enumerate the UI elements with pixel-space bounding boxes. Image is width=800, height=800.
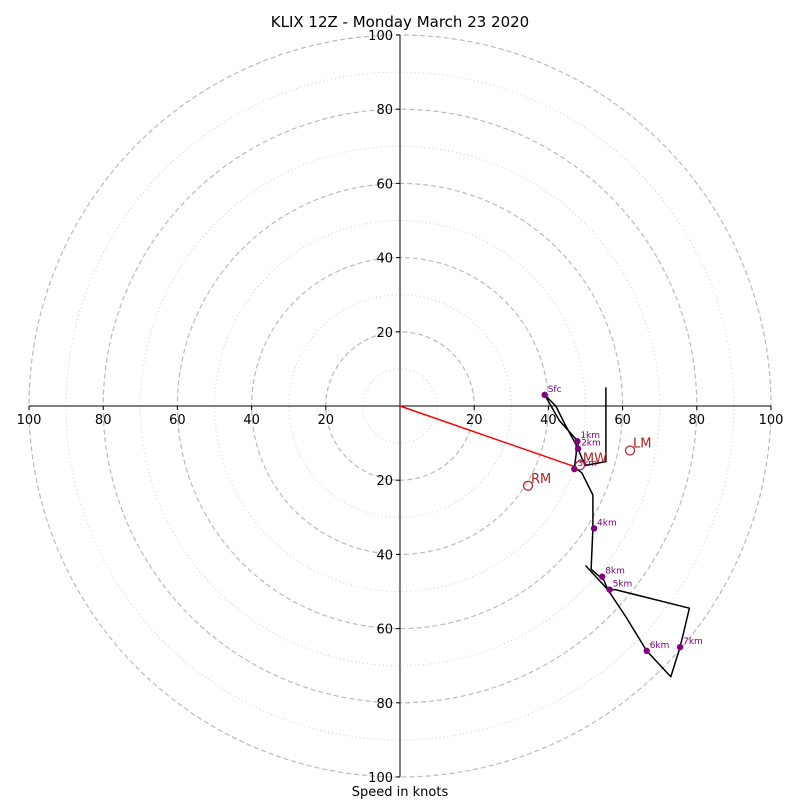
height-marker-label: 4km [597, 518, 617, 528]
x-tick-label: 60 [169, 413, 186, 428]
x-tick-label: 80 [95, 413, 112, 428]
height-marker-point [643, 647, 650, 655]
height-marker-point [606, 586, 613, 593]
height-marker-point [541, 391, 548, 399]
x-tick-label: 20 [318, 413, 335, 428]
y-tick-label: 20 [376, 474, 393, 489]
chart-title: KLIX 12Z - Monday March 23 2020 [271, 13, 529, 31]
height-marker-point [676, 643, 684, 651]
height-marker-label: 8km [605, 567, 625, 577]
x-axis-label: Speed in knots [352, 785, 449, 800]
y-tick-label: 40 [376, 548, 393, 563]
y-tick-label: 20 [376, 326, 393, 341]
height-marker-label: Sfc [548, 385, 562, 395]
y-tick-label: 100 [368, 771, 393, 786]
motion-marker-point [522, 480, 534, 491]
height-marker-label: 6km [650, 641, 670, 651]
x-tick-label: 100 [17, 413, 42, 428]
height-marker-point [574, 438, 581, 445]
height-marker-point [598, 573, 606, 580]
y-tick-label: 80 [376, 697, 393, 712]
x-tick-label: 60 [614, 413, 631, 428]
x-tick-label: 40 [243, 413, 260, 428]
height-marker-label: 7km [683, 637, 703, 647]
height-marker-point [590, 525, 598, 532]
tick-labels: 100 80 60 40 20 20 40 60 80 100 100 80 60 40 20 20 40 60 8… [17, 29, 784, 786]
y-tick-label: 80 [376, 103, 393, 118]
height-marker-label: 3km [577, 459, 597, 469]
motion-marker-point [574, 460, 586, 471]
y-tick-label: 100 [368, 29, 393, 44]
x-tick-label: 40 [540, 413, 557, 428]
shear-vector-line [399, 405, 577, 468]
y-tick-label: 40 [376, 252, 393, 267]
shear-vector [399, 405, 577, 468]
hodograph-line [543, 387, 691, 678]
motion-marker-label: RM [531, 472, 551, 487]
motion-markers: RM LM MW [522, 437, 651, 491]
height-marker-label: 1km [580, 431, 600, 441]
x-tick-label: 80 [689, 413, 706, 428]
x-tick-label: 20 [466, 413, 483, 428]
x-tick-label: 100 [759, 413, 784, 428]
hodograph-trace [543, 387, 691, 678]
height-marker-label: 5km [613, 580, 633, 590]
y-tick-label: 60 [376, 623, 393, 638]
height-marker-point [574, 445, 582, 452]
motion-marker-label: LM [633, 437, 651, 452]
motion-marker-label: MW [583, 451, 607, 466]
height-marker-label: 2km [581, 439, 601, 449]
motion-marker-point [624, 445, 636, 456]
y-tick-label: 60 [376, 177, 393, 192]
